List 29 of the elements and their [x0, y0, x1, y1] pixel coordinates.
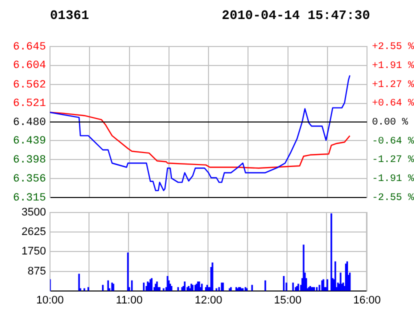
- y-tick-label: 6.604: [12, 60, 46, 72]
- x-tick-label: 10:00: [36, 294, 64, 306]
- y-tick-label: 3500: [22, 206, 46, 219]
- y-tick-label: 6.439: [12, 136, 46, 148]
- y-tick-label: 875: [28, 265, 46, 278]
- y-tick-label: 6.398: [12, 154, 46, 166]
- text: 2010-04-14 15:47:30: [222, 8, 370, 23]
- y-tick-label: 6.521: [12, 98, 46, 110]
- y-tick-label: 1750: [22, 246, 46, 258]
- y2-tick-label: 0.00 %: [372, 118, 408, 129]
- x-tick-label: 16:00: [353, 294, 381, 306]
- y2-tick-label: +0.64 %: [372, 98, 414, 110]
- y-tick-label: 6.480: [12, 116, 46, 129]
- y2-tick-label: -2.55 %: [372, 193, 414, 204]
- y2-tick-label: -1.27 %: [372, 155, 414, 166]
- y-tick-label: 6.562: [12, 79, 46, 92]
- y2-tick-label: +1.27 %: [372, 80, 414, 92]
- y2-tick-label: +1.91 %: [372, 61, 414, 72]
- x-tick-label: 11:00: [116, 294, 143, 306]
- y-tick-label: 6.315: [12, 192, 46, 204]
- y-tick-label: 6.645: [12, 42, 46, 54]
- chart-title: 01361: [50, 8, 90, 23]
- x-tick-label: 15:00: [274, 294, 302, 306]
- y2-tick-label: -1.91 %: [372, 174, 414, 186]
- y-tick-label: 6.356: [12, 174, 46, 186]
- x-tick-label: 12:00: [194, 294, 222, 306]
- y2-tick-label: +2.55 %: [372, 42, 414, 54]
- y2-tick-label: -0.64 %: [372, 136, 414, 148]
- y-tick-label: 2625: [22, 226, 46, 238]
